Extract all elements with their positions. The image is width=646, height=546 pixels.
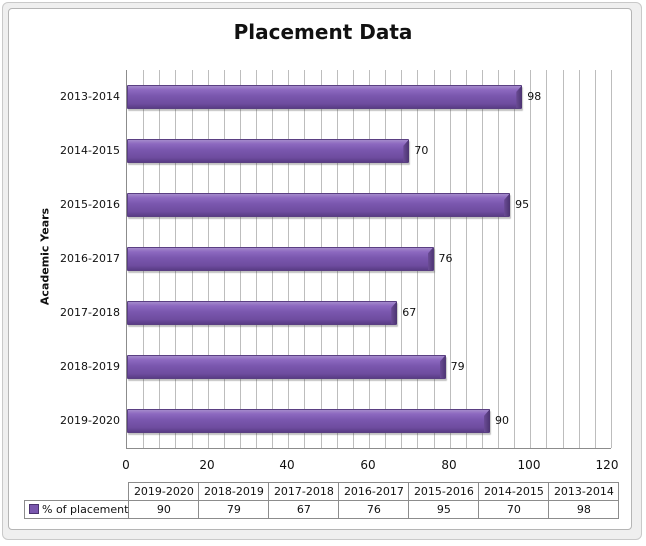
bar[interactable]: [127, 85, 523, 109]
x-tick: 120: [595, 458, 619, 472]
bar[interactable]: [127, 247, 434, 271]
gridline: [611, 70, 612, 448]
gridline: [562, 70, 564, 448]
gridline: [578, 70, 580, 448]
legend-label: % of placement: [42, 503, 129, 516]
data-table-corner: [24, 482, 130, 501]
gridline: [481, 70, 483, 448]
data-table-cell: 98: [548, 500, 620, 519]
data-label: 79: [450, 360, 465, 373]
data-table-cell: 67: [268, 500, 340, 519]
data-label: 70: [414, 144, 429, 157]
x-tick: 80: [441, 458, 457, 472]
data-table-cell: 79: [198, 500, 270, 519]
x-tick: 0: [122, 458, 130, 472]
gridline: [594, 70, 596, 448]
gridline: [433, 70, 435, 448]
data-table-header: 2016-2017: [338, 482, 410, 501]
data-table-cell: 90: [128, 500, 200, 519]
x-tick: 20: [199, 458, 215, 472]
bar[interactable]: [127, 301, 398, 325]
chart-title: Placement Data: [233, 20, 413, 44]
data-table-header: 2017-2018: [268, 482, 340, 501]
data-table-header: 2018-2019: [198, 482, 270, 501]
x-tick: 100: [517, 458, 541, 472]
legend-entry: % of placement: [23, 500, 130, 519]
bar[interactable]: [127, 355, 446, 379]
data-label: 76: [438, 252, 453, 265]
category-label: 2015-2016: [60, 198, 120, 211]
category-label: 2019-2020: [60, 414, 120, 427]
data-table: 2019-2020 2018-2019 2017-2018 2016-2017 …: [23, 482, 620, 519]
data-table-header-row: 2019-2020 2018-2019 2017-2018 2016-2017 …: [24, 482, 620, 501]
bar[interactable]: [127, 193, 511, 217]
data-table-header: 2015-2016: [408, 482, 480, 501]
x-tick: 60: [360, 458, 376, 472]
category-label: 2018-2019: [60, 360, 120, 373]
gridline: [498, 70, 500, 448]
x-tick: 40: [279, 458, 295, 472]
data-table-cell: 76: [338, 500, 410, 519]
gridline: [546, 70, 548, 448]
category-label: 2014-2015: [60, 144, 120, 157]
data-table-header: 2013-2014: [548, 482, 620, 501]
category-label: 2017-2018: [60, 306, 120, 319]
bar[interactable]: [127, 409, 490, 433]
data-table-cell: 70: [478, 500, 550, 519]
data-table-row: % of placement 90 79 67 76 95 70 98: [23, 500, 620, 519]
data-table-cell: 95: [408, 500, 480, 519]
data-table-header: 2019-2020: [128, 482, 200, 501]
category-label: 2013-2014: [60, 90, 120, 103]
gridline: [514, 70, 516, 448]
gridline: [449, 70, 451, 448]
data-label: 98: [527, 90, 542, 103]
data-table-header: 2014-2015: [478, 482, 550, 501]
gridline: [465, 70, 467, 448]
category-label: 2016-2017: [60, 252, 120, 265]
gridline: [530, 70, 532, 448]
data-label: 67: [402, 306, 417, 319]
data-label: 90: [495, 414, 509, 427]
data-label: 95: [515, 198, 530, 211]
bar[interactable]: [127, 139, 410, 163]
legend-swatch-icon: [29, 504, 39, 514]
